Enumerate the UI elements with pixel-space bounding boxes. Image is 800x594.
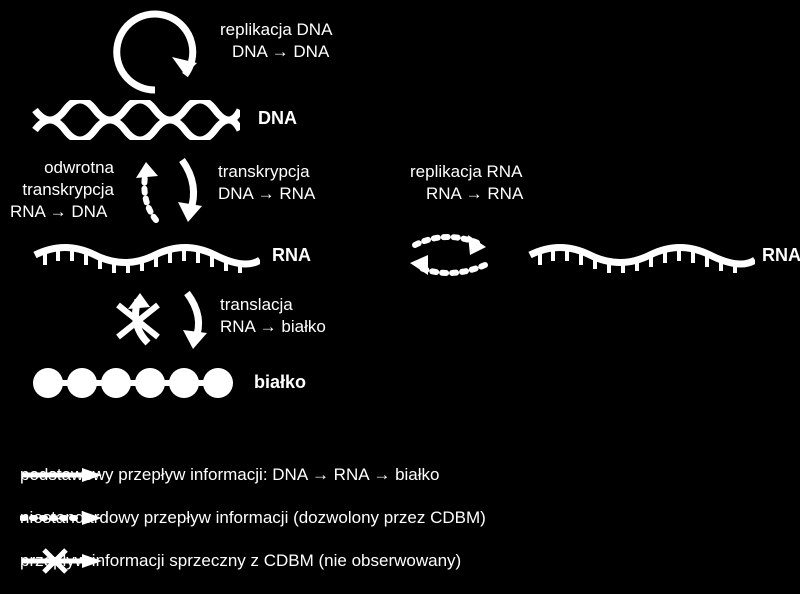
dna-label: DNA — [258, 108, 297, 129]
dna-helix-icon — [30, 100, 240, 140]
legend-dotted-arrow-icon — [20, 508, 105, 528]
dna-replication-flow: DNA → DNA — [232, 42, 329, 62]
legend-row-1: podstawowy przepływ informacji: DNA → RN… — [20, 465, 439, 485]
legend-row-2: niestandardowy przepływ informacji (dozw… — [20, 508, 486, 528]
transcription-arrow — [170, 150, 210, 230]
rna-strand-right-icon — [525, 235, 755, 275]
translation-arrow — [175, 285, 215, 355]
reverse-transcription-l2: transkrypcja — [6, 180, 114, 200]
translation-flow: RNA → białko — [220, 317, 326, 337]
dna-replication-title: replikacja DNA — [220, 20, 332, 40]
rna-strand-left-icon — [30, 235, 260, 275]
protein-label: białko — [254, 372, 306, 393]
rna-replication-arrows — [390, 225, 510, 285]
protein-chain-icon — [30, 365, 240, 401]
rna-label-right: RNA — [762, 245, 800, 266]
dna-replication-loop — [95, 5, 215, 105]
reverse-transcription-arrow — [128, 150, 168, 230]
rna-replication-flow: RNA → RNA — [426, 184, 523, 204]
rna-label-left: RNA — [272, 245, 311, 266]
transcription-title: transkrypcja — [218, 162, 310, 182]
transcription-flow: DNA → RNA — [218, 184, 315, 204]
reverse-transcription-l1: odwrotna — [14, 158, 114, 178]
legend-solid-arrow-icon — [20, 465, 105, 485]
forbidden-arrow — [110, 285, 170, 355]
legend-row-3: przepływ informacji sprzeczny z CDBM (ni… — [20, 551, 461, 571]
legend-crossed-arrow-icon — [20, 548, 105, 574]
reverse-transcription-flow: RNA → DNA — [10, 202, 107, 222]
translation-title: translacja — [220, 295, 293, 315]
rna-replication-title: replikacja RNA — [410, 162, 522, 182]
